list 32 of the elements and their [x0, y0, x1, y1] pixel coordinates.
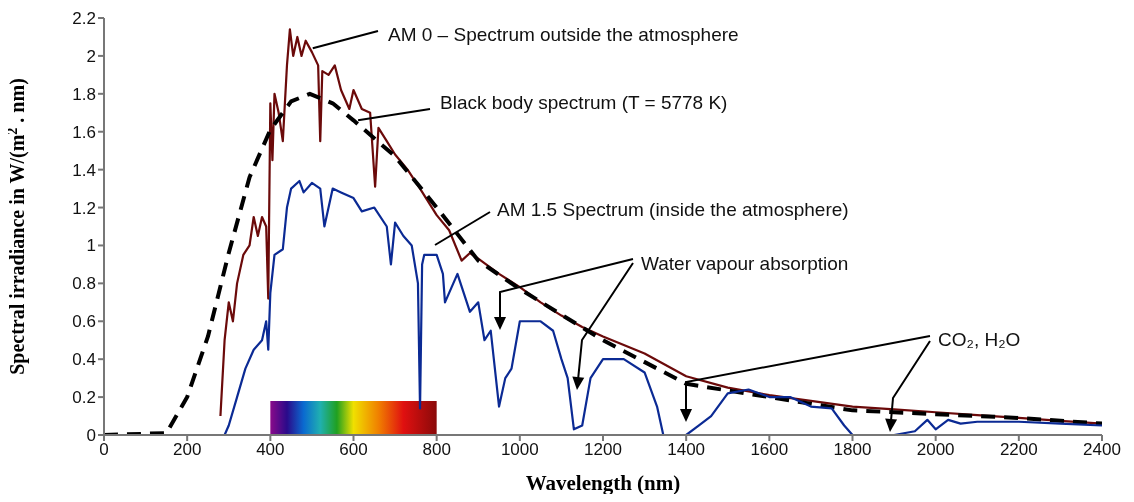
- y-tick-label: 1.8: [72, 84, 96, 104]
- x-tick-label: 800: [422, 440, 451, 460]
- x-tick-label: 200: [172, 440, 202, 460]
- y-tick-label: 1.2: [72, 198, 96, 218]
- line-series: [223, 179, 1102, 435]
- y-tick-label: 2: [86, 46, 96, 66]
- y-tick-label: 1: [86, 236, 96, 256]
- x-tick-label: 2200: [999, 440, 1038, 460]
- x-tick-label: 2400: [1083, 440, 1121, 460]
- y-tick-label: 0.6: [72, 312, 96, 332]
- annotation: AM 0 – Spectrum outside the atmosphere: [388, 24, 739, 46]
- annotation: Black body spectrum (T = 5778 K): [440, 92, 728, 114]
- annotation: CO₂, H₂O: [938, 329, 1021, 351]
- x-tick-label: 400: [256, 440, 285, 460]
- annotation: AM 1.5 Spectrum (inside the atmosphere): [497, 199, 849, 221]
- x-tick-label: 2000: [916, 440, 955, 460]
- x-tick-label: 1000: [500, 440, 539, 460]
- x-tick-label: 1200: [584, 440, 622, 460]
- y-tick-label: 0.2: [72, 388, 96, 408]
- x-tick-label: 1800: [833, 440, 872, 460]
- x-axis-title: Wavelength (nm): [525, 471, 681, 495]
- y-tick-label: 0.8: [72, 274, 96, 294]
- annotation: Water vapour absorption: [641, 253, 849, 275]
- y-tick-label: 0.4: [72, 350, 96, 370]
- y-tick-label: 1.4: [72, 160, 96, 180]
- x-tick-label: 1400: [667, 440, 706, 460]
- x-tick-label: 0: [99, 440, 109, 460]
- x-tick-label: 1600: [750, 440, 789, 460]
- y-tick-label: 1.6: [72, 122, 96, 142]
- y-tick-label: 2.2: [72, 9, 96, 29]
- y-tick-label: 0: [86, 426, 96, 446]
- x-tick-label: 600: [339, 440, 368, 460]
